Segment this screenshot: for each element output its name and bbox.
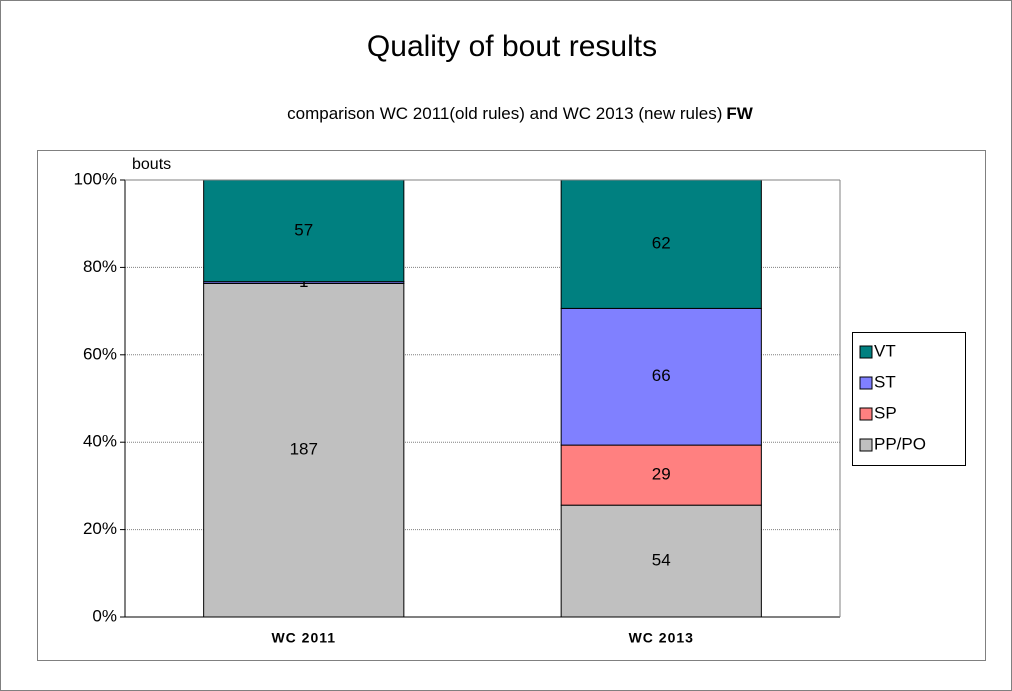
y-tick-label: 100%: [74, 169, 117, 188]
legend-swatch: [859, 407, 873, 421]
data-label: 187: [290, 440, 318, 459]
y-tick-label: 40%: [83, 432, 117, 451]
y-axis-label: bouts: [132, 156, 171, 173]
legend-swatch: [859, 345, 873, 359]
legend-swatch: [859, 438, 873, 452]
subtitle-text: comparison WC 2011(old rules) and WC 201…: [287, 104, 722, 123]
bar-segment: [560, 179, 762, 309]
legend-label: SP: [874, 403, 897, 422]
legend-label: ST: [874, 372, 896, 391]
y-tick-label: 20%: [83, 519, 117, 538]
legend-label: PP/PO: [874, 434, 926, 453]
chart-subtitle: comparison WC 2011(old rules) and WC 201…: [287, 104, 754, 123]
legend-label: VT: [874, 341, 896, 360]
data-label: 54: [652, 551, 671, 570]
plot-frame: [37, 150, 986, 661]
data-label: 66: [652, 366, 671, 385]
data-label: 29: [652, 465, 671, 484]
chart-title: Quality of bout results: [367, 30, 657, 63]
data-label: 62: [652, 234, 671, 253]
x-tick-label: WC 2013: [629, 630, 694, 646]
bar-segment: [203, 282, 405, 618]
y-tick-label: 60%: [83, 344, 117, 363]
x-tick-label: WC 2011: [271, 630, 336, 646]
bar-segment: [560, 307, 762, 446]
data-label: 57: [294, 220, 313, 239]
subtitle-bold: FW: [726, 104, 753, 123]
y-tick-label: 80%: [83, 257, 117, 276]
y-tick-label: 0%: [92, 606, 117, 625]
legend-swatch: [859, 376, 873, 390]
